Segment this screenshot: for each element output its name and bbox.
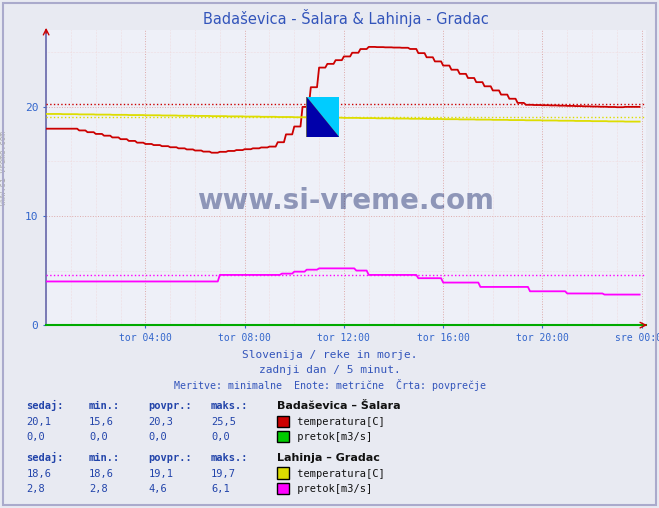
Text: Badaševica – Šalara: Badaševica – Šalara: [277, 401, 401, 411]
Text: 2,8: 2,8: [26, 484, 45, 494]
Text: 18,6: 18,6: [26, 469, 51, 479]
Polygon shape: [306, 97, 339, 137]
Text: maks.:: maks.:: [211, 401, 248, 411]
Text: min.:: min.:: [89, 401, 120, 411]
Text: www.si-vreme.com: www.si-vreme.com: [198, 187, 494, 215]
Text: 4,6: 4,6: [148, 484, 167, 494]
Text: 20,3: 20,3: [148, 417, 173, 427]
Text: zadnji dan / 5 minut.: zadnji dan / 5 minut.: [258, 365, 401, 375]
Text: 15,6: 15,6: [89, 417, 114, 427]
Text: povpr.:: povpr.:: [148, 453, 192, 463]
Text: sedaj:: sedaj:: [26, 452, 64, 463]
Text: 0,0: 0,0: [211, 432, 229, 442]
Text: 6,1: 6,1: [211, 484, 229, 494]
Polygon shape: [306, 97, 339, 137]
Title: Badaševica - Šalara & Lahinja - Gradac: Badaševica - Šalara & Lahinja - Gradac: [203, 9, 489, 26]
Text: pretok[m3/s]: pretok[m3/s]: [291, 432, 372, 442]
Polygon shape: [306, 97, 339, 137]
Text: www.si-vreme.com: www.si-vreme.com: [0, 131, 8, 205]
Text: 0,0: 0,0: [26, 432, 45, 442]
Text: pretok[m3/s]: pretok[m3/s]: [291, 484, 372, 494]
Text: Meritve: minimalne  Enote: metrične  Črta: povprečje: Meritve: minimalne Enote: metrične Črta:…: [173, 378, 486, 391]
Text: 2,8: 2,8: [89, 484, 107, 494]
Text: maks.:: maks.:: [211, 453, 248, 463]
Text: sedaj:: sedaj:: [26, 400, 64, 411]
Text: Slovenija / reke in morje.: Slovenija / reke in morje.: [242, 350, 417, 360]
Text: 20,1: 20,1: [26, 417, 51, 427]
Text: min.:: min.:: [89, 453, 120, 463]
Text: 19,7: 19,7: [211, 469, 236, 479]
Text: temperatura[C]: temperatura[C]: [291, 417, 385, 427]
Text: 25,5: 25,5: [211, 417, 236, 427]
Text: 18,6: 18,6: [89, 469, 114, 479]
Text: 19,1: 19,1: [148, 469, 173, 479]
Text: temperatura[C]: temperatura[C]: [291, 469, 385, 479]
Text: 0,0: 0,0: [89, 432, 107, 442]
Text: povpr.:: povpr.:: [148, 401, 192, 411]
Text: Lahinja – Gradac: Lahinja – Gradac: [277, 453, 380, 463]
Text: 0,0: 0,0: [148, 432, 167, 442]
